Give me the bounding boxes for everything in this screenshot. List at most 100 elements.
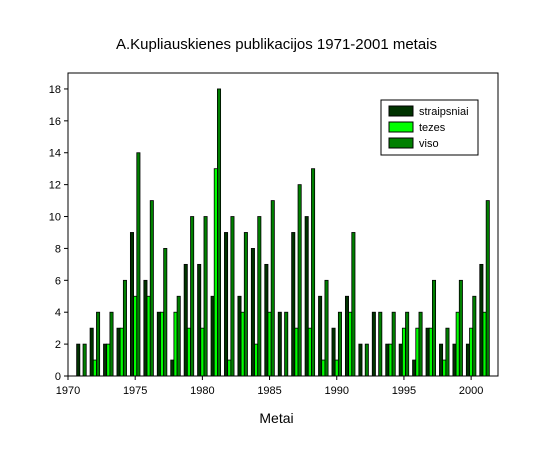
bar-viso-1990 bbox=[337, 311, 342, 377]
bar-tezes-1996 bbox=[415, 327, 420, 377]
bar-tezes-1982 bbox=[227, 359, 232, 377]
y-tick-label: 4 bbox=[55, 307, 61, 319]
bar-straipsniai-1993 bbox=[371, 311, 376, 377]
y-tick-label: 10 bbox=[49, 212, 61, 224]
bar-viso-1995 bbox=[405, 311, 410, 377]
bar-straipsniai-1997 bbox=[425, 327, 430, 377]
y-tick-label: 2 bbox=[55, 339, 61, 351]
bar-tezes-1985 bbox=[267, 311, 272, 377]
bar-straipsniai-2001 bbox=[479, 263, 484, 377]
bar-viso-1997 bbox=[432, 279, 437, 377]
bar-straipsniai-1985 bbox=[264, 263, 269, 377]
legend-label-tezes: tezes bbox=[419, 122, 446, 134]
bar-viso-1975 bbox=[136, 152, 141, 377]
bar-straipsniai-1992 bbox=[358, 343, 363, 377]
bar-tezes-1997 bbox=[428, 327, 433, 377]
x-tick-label: 1990 bbox=[325, 385, 349, 397]
x-tick-label: 1980 bbox=[190, 385, 214, 397]
bar-straipsniai-1996 bbox=[412, 359, 417, 377]
bar-viso-2001 bbox=[485, 200, 490, 377]
x-axis: 1970 1975 1980 1985 1990 1995 2000 bbox=[56, 376, 483, 397]
bar-viso-1983 bbox=[243, 232, 248, 377]
bar-viso-1989 bbox=[324, 279, 329, 377]
bar-viso-1994 bbox=[391, 311, 396, 377]
bar-straipsniai-1998 bbox=[439, 343, 444, 377]
bar-tezes-2001 bbox=[482, 311, 487, 377]
bar-tezes-1977 bbox=[160, 311, 165, 377]
legend-label-straipsniai: straipsniai bbox=[419, 106, 469, 118]
legend-swatch-viso bbox=[388, 137, 414, 149]
bar-tezes-1988 bbox=[307, 327, 312, 377]
bar-viso-1996 bbox=[418, 311, 423, 377]
bar-tezes-1987 bbox=[294, 327, 299, 377]
bar-viso-1992 bbox=[364, 343, 369, 377]
bar-tezes-1991 bbox=[348, 311, 353, 377]
x-tick-label: 1975 bbox=[123, 385, 147, 397]
bar-viso-1974 bbox=[122, 279, 127, 377]
bar-tezes-1976 bbox=[146, 295, 151, 377]
bar-straipsniai-2000 bbox=[465, 343, 470, 377]
x-axis-label: Metai bbox=[259, 410, 294, 426]
bar-straipsniai-1972 bbox=[89, 327, 94, 377]
bar-straipsniai-1974 bbox=[116, 327, 121, 377]
bar-straipsniai-1989 bbox=[318, 295, 323, 377]
bar-viso-1979 bbox=[190, 216, 195, 377]
bar-tezes-1978 bbox=[173, 311, 178, 377]
legend-label-viso: viso bbox=[419, 138, 439, 150]
y-tick-label: 14 bbox=[49, 148, 61, 160]
bar-viso-1984 bbox=[257, 216, 262, 377]
bar-straipsniai-1981 bbox=[210, 295, 215, 377]
chart-title: A.Kupliauskienes publikacijos 1971-2001 … bbox=[115, 36, 438, 53]
y-tick-label: 18 bbox=[49, 84, 61, 96]
legend: straipsniai tezes viso bbox=[380, 99, 479, 156]
x-tick-label: 2000 bbox=[459, 385, 483, 397]
bar-straipsniai-1990 bbox=[331, 327, 336, 377]
bar-viso-1976 bbox=[149, 200, 154, 377]
plot-frame bbox=[67, 72, 499, 377]
bar-viso-2000 bbox=[472, 295, 477, 377]
bar-viso-1982 bbox=[230, 216, 235, 377]
bars-group bbox=[76, 88, 490, 377]
bar-viso-1986 bbox=[284, 311, 289, 377]
bar-straipsniai-1982 bbox=[224, 232, 229, 377]
y-tick-label: 12 bbox=[49, 180, 61, 192]
bar-viso-1980 bbox=[203, 216, 208, 377]
bar-straipsniai-1988 bbox=[304, 216, 309, 377]
bar-viso-1993 bbox=[378, 311, 383, 377]
bar-viso-1985 bbox=[270, 200, 275, 377]
bar-straipsniai-1995 bbox=[398, 343, 403, 377]
y-tick-label: 6 bbox=[55, 275, 61, 287]
y-tick-label: 8 bbox=[55, 243, 61, 255]
bar-straipsniai-1977 bbox=[156, 311, 161, 377]
bar-tezes-1972 bbox=[92, 359, 97, 377]
bar-viso-1981 bbox=[217, 88, 222, 377]
bar-straipsniai-1975 bbox=[129, 232, 134, 377]
bar-tezes-1981 bbox=[213, 168, 218, 377]
bar-viso-1973 bbox=[109, 311, 114, 377]
bar-tezes-1979 bbox=[186, 327, 191, 377]
bar-straipsniai-1980 bbox=[197, 263, 202, 377]
legend-swatch-straipsniai bbox=[388, 105, 414, 117]
bar-straipsniai-1973 bbox=[103, 343, 108, 377]
bar-viso-1988 bbox=[311, 168, 316, 377]
y-tick-label: 16 bbox=[49, 116, 61, 128]
bar-straipsniai-1971 bbox=[76, 343, 81, 377]
bar-straipsniai-1999 bbox=[452, 343, 457, 377]
bar-tezes-1999 bbox=[455, 311, 460, 377]
bar-straipsniai-1979 bbox=[183, 263, 188, 377]
bar-tezes-1995 bbox=[401, 327, 406, 377]
bar-tezes-1973 bbox=[106, 343, 111, 377]
bar-viso-1991 bbox=[351, 232, 356, 377]
y-tick-label: 0 bbox=[55, 371, 61, 383]
bar-tezes-2000 bbox=[469, 327, 474, 377]
bar-straipsniai-1978 bbox=[170, 359, 175, 377]
bar-straipsniai-1976 bbox=[143, 279, 148, 377]
x-tick-label: 1985 bbox=[257, 385, 281, 397]
bar-straipsniai-1986 bbox=[277, 311, 282, 377]
bar-tezes-1974 bbox=[119, 327, 124, 377]
bar-straipsniai-1983 bbox=[237, 295, 242, 377]
legend-swatch-tezes bbox=[388, 121, 414, 133]
x-tick-label: 1995 bbox=[392, 385, 416, 397]
bar-tezes-1994 bbox=[388, 343, 393, 377]
